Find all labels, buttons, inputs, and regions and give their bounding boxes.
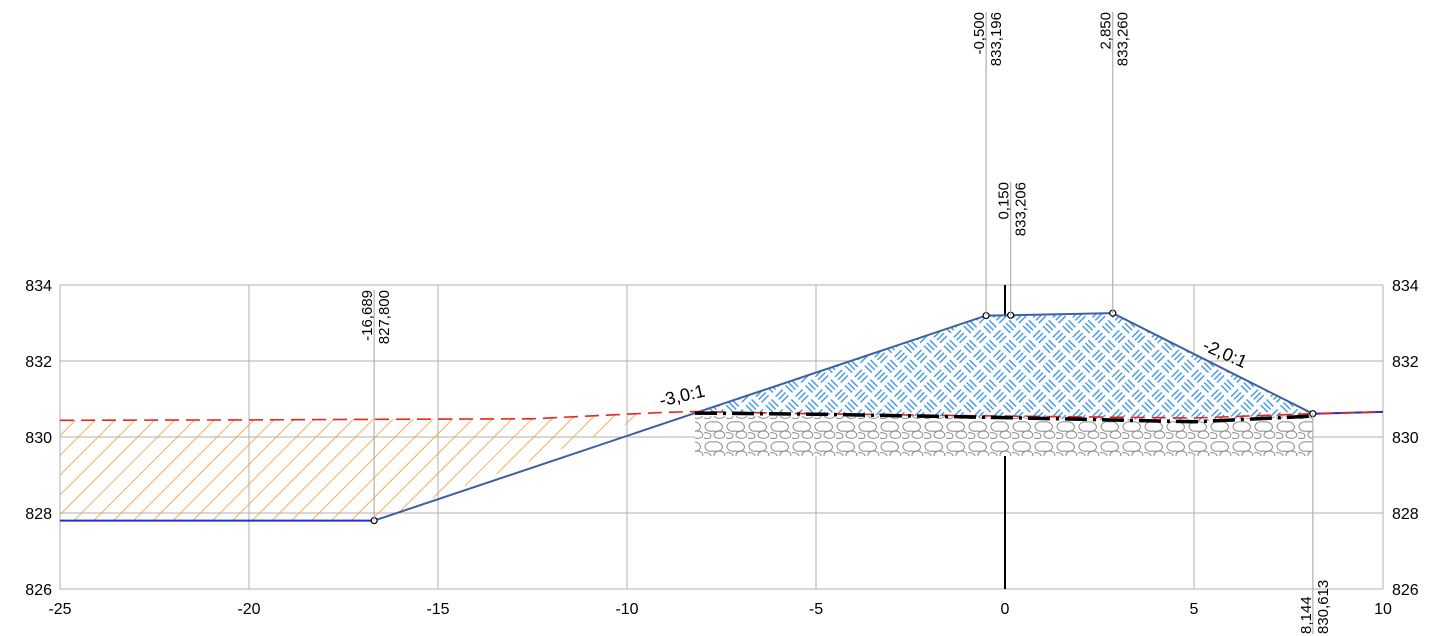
callout-offset-label: -16,689 bbox=[359, 290, 376, 341]
x-tick-label-5: 0 bbox=[1001, 601, 1010, 618]
stone-layer-area bbox=[695, 416, 1313, 456]
callout-3: 2,850 833,260 bbox=[1098, 12, 1132, 314]
subgrade-line bbox=[694, 411, 1313, 424]
earthwork-areas bbox=[60, 313, 1313, 521]
axis-ticks: -25 -20 -15 -10 -5 0 5 108268288308328348268288… bbox=[25, 278, 1419, 618]
cut-hatch-area bbox=[60, 412, 658, 521]
callout-offset-label: 0,150 bbox=[996, 182, 1013, 220]
callout-1: -0,500 833,196 bbox=[971, 12, 1005, 316]
profile-lines bbox=[59, 309, 1384, 525]
x-tick-label-7: 10 bbox=[1374, 601, 1392, 618]
callout-elevation-label: 827,800 bbox=[376, 290, 393, 344]
callout-4: 8,144 830,613 bbox=[1298, 413, 1332, 634]
y-tick-label-left-2: 830 bbox=[25, 430, 52, 447]
fill-hatch-area bbox=[695, 313, 1313, 422]
callout-offset-label: -0,500 bbox=[971, 12, 988, 55]
x-tick-label-6: 5 bbox=[1190, 601, 1199, 618]
y-tick-label-left-0: 826 bbox=[25, 582, 52, 599]
slope-label-0: -3,0:1 bbox=[657, 381, 706, 411]
existing-ground-line bbox=[59, 410, 1384, 422]
callout-0: -16,689 827,800 bbox=[359, 290, 393, 521]
y-tick-label-left-3: 832 bbox=[25, 354, 52, 371]
y-tick-label-left-4: 834 bbox=[25, 278, 52, 295]
y-tick-label-right-2: 830 bbox=[1392, 430, 1419, 447]
callout-offset-label: 8,144 bbox=[1298, 596, 1315, 634]
x-tick-label-0: -25 bbox=[48, 601, 71, 618]
callout-elevation-label: 833,196 bbox=[988, 12, 1005, 66]
y-tick-label-right-3: 832 bbox=[1392, 354, 1419, 371]
x-tick-label-1: -20 bbox=[237, 601, 260, 618]
x-tick-label-3: -10 bbox=[615, 601, 638, 618]
x-tick-label-2: -15 bbox=[426, 601, 449, 618]
callout-elevation-label: 833,260 bbox=[1115, 12, 1132, 66]
callout-elevation-label: 833,206 bbox=[1013, 182, 1030, 236]
y-tick-label-left-1: 828 bbox=[25, 506, 52, 523]
callout-2: 0,150 833,206 bbox=[996, 182, 1030, 316]
y-tick-label-right-4: 834 bbox=[1392, 278, 1419, 295]
design-profile-line bbox=[373, 312, 1314, 522]
y-tick-label-right-0: 826 bbox=[1392, 582, 1419, 599]
x-tick-label-4: -5 bbox=[809, 601, 823, 618]
y-tick-label-right-1: 828 bbox=[1392, 506, 1419, 523]
callout-elevation-label: 830,613 bbox=[1315, 580, 1332, 634]
callout-offset-label: 2,850 bbox=[1098, 12, 1115, 50]
